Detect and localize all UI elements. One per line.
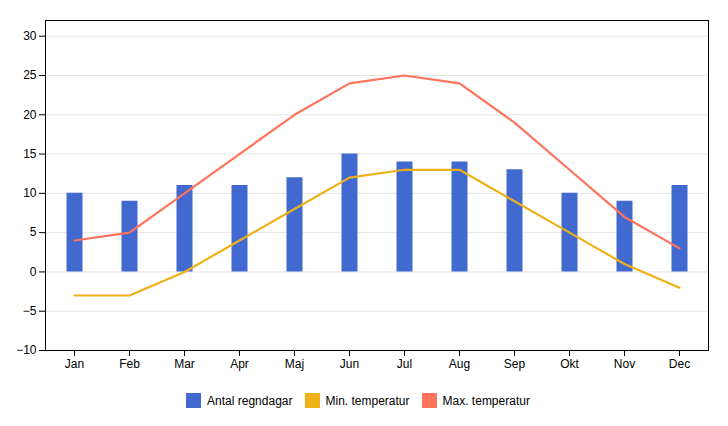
svg-text:0: 0	[30, 265, 37, 279]
svg-text:Apr: Apr	[230, 357, 249, 371]
svg-text:Nov: Nov	[614, 357, 635, 371]
svg-text:−10: −10	[16, 343, 37, 357]
html-text:Min. temperatur: Min. temperatur	[325, 393, 410, 408]
svg-text:10: 10	[23, 186, 37, 200]
html-text:Antal regndagar: Antal regndagar	[207, 393, 293, 408]
svg-text:15: 15	[23, 147, 37, 161]
html-text:Max. temperatur: Max. temperatur	[442, 393, 530, 408]
svg-text:Aug: Aug	[449, 357, 470, 371]
svg-text:25: 25	[23, 68, 37, 82]
svg-text:−5: −5	[23, 304, 37, 318]
svg-text:30: 30	[23, 29, 37, 43]
svg-text:Okt: Okt	[560, 357, 579, 371]
svg-text:Dec: Dec	[669, 357, 690, 371]
svg-text:Jan: Jan	[65, 357, 84, 371]
svg-text:Jul: Jul	[397, 357, 412, 371]
svg-text:5: 5	[30, 225, 37, 239]
svg-text:Sep: Sep	[504, 357, 526, 371]
svg-text:20: 20	[23, 108, 37, 122]
svg-text:Jun: Jun	[340, 357, 359, 371]
svg-text:Mar: Mar	[174, 357, 195, 371]
svg-text:Feb: Feb	[119, 357, 140, 371]
svg-text:Maj: Maj	[285, 357, 304, 371]
